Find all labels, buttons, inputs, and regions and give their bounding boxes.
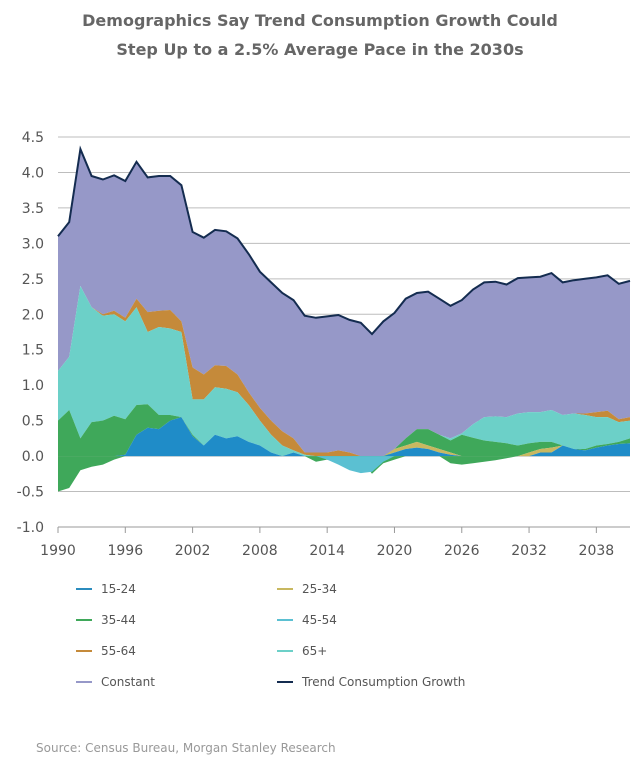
series-constant xyxy=(58,149,630,464)
legend-swatch xyxy=(277,650,293,652)
legend-label: 65+ xyxy=(302,644,328,658)
x-tick-label: 1990 xyxy=(40,543,76,559)
legend-item: 65+ xyxy=(277,644,327,658)
series-trend-consumption-growth xyxy=(57,145,631,336)
legend-swatch xyxy=(277,619,293,621)
y-tick-label: 0.5 xyxy=(22,414,44,430)
source-note: Source: Census Bureau, Morgan Stanley Re… xyxy=(36,741,336,755)
x-tick-label: 1996 xyxy=(107,543,143,559)
series-15-24 xyxy=(58,417,630,457)
y-tick-label: 4.0 xyxy=(22,165,44,181)
y-tick-label: 3.0 xyxy=(22,236,44,252)
legend-swatch xyxy=(76,619,92,621)
legend-label: Trend Consumption Growth xyxy=(302,675,466,689)
legend-swatch xyxy=(76,588,92,590)
series-65-plus xyxy=(58,285,630,471)
x-tick-label: 2026 xyxy=(444,543,480,559)
x-tick-label: 2014 xyxy=(309,543,345,559)
legend-label: 35-44 xyxy=(101,613,136,627)
legend-item: 15-24 xyxy=(76,582,136,596)
chart-title: Demographics Say Trend Consumption Growt… xyxy=(0,6,640,64)
legend-item: Trend Consumption Growth xyxy=(277,675,465,689)
legend-swatch xyxy=(277,588,293,590)
series-35-44 xyxy=(58,404,630,457)
y-tick-label: 4.5 xyxy=(22,130,44,146)
y-tick-label: 0.0 xyxy=(22,449,44,465)
legend-item: 35-44 xyxy=(76,613,136,627)
x-tick-label: 2032 xyxy=(511,543,547,559)
y-tick-label: 1.0 xyxy=(22,378,44,394)
legend-item: 25-34 xyxy=(277,582,337,596)
legend-label: 55-64 xyxy=(101,644,136,658)
x-tick-label: 2002 xyxy=(175,543,211,559)
chart-title-line-2: Step Up to a 2.5% Average Pace in the 20… xyxy=(116,40,524,59)
legend-label: 25-34 xyxy=(302,582,337,596)
legend-swatch xyxy=(76,681,92,683)
legend-label: 45-54 xyxy=(302,613,337,627)
legend-label: Constant xyxy=(101,675,155,689)
series-45-54-negative xyxy=(58,456,630,474)
legend-item: Constant xyxy=(76,675,155,689)
y-tick-label: 2.5 xyxy=(22,272,44,288)
legend-item: 55-64 xyxy=(76,644,136,658)
y-tick-label: 1.5 xyxy=(22,343,44,359)
legend-item: 45-54 xyxy=(277,613,337,627)
y-tick-label: 3.5 xyxy=(22,201,44,217)
x-tick-label: 2008 xyxy=(242,543,278,559)
legend-swatch xyxy=(76,650,92,652)
x-tick-label: 2020 xyxy=(377,543,413,559)
legend-swatch xyxy=(277,681,293,683)
x-tick-label: 2038 xyxy=(579,543,615,559)
chart-title-line-1: Demographics Say Trend Consumption Growt… xyxy=(82,11,558,30)
legend-label: 15-24 xyxy=(101,582,136,596)
y-tick-label: 2.0 xyxy=(22,307,44,323)
y-tick-label: -0.5 xyxy=(17,485,44,501)
y-tick-label: -1.0 xyxy=(17,520,44,536)
